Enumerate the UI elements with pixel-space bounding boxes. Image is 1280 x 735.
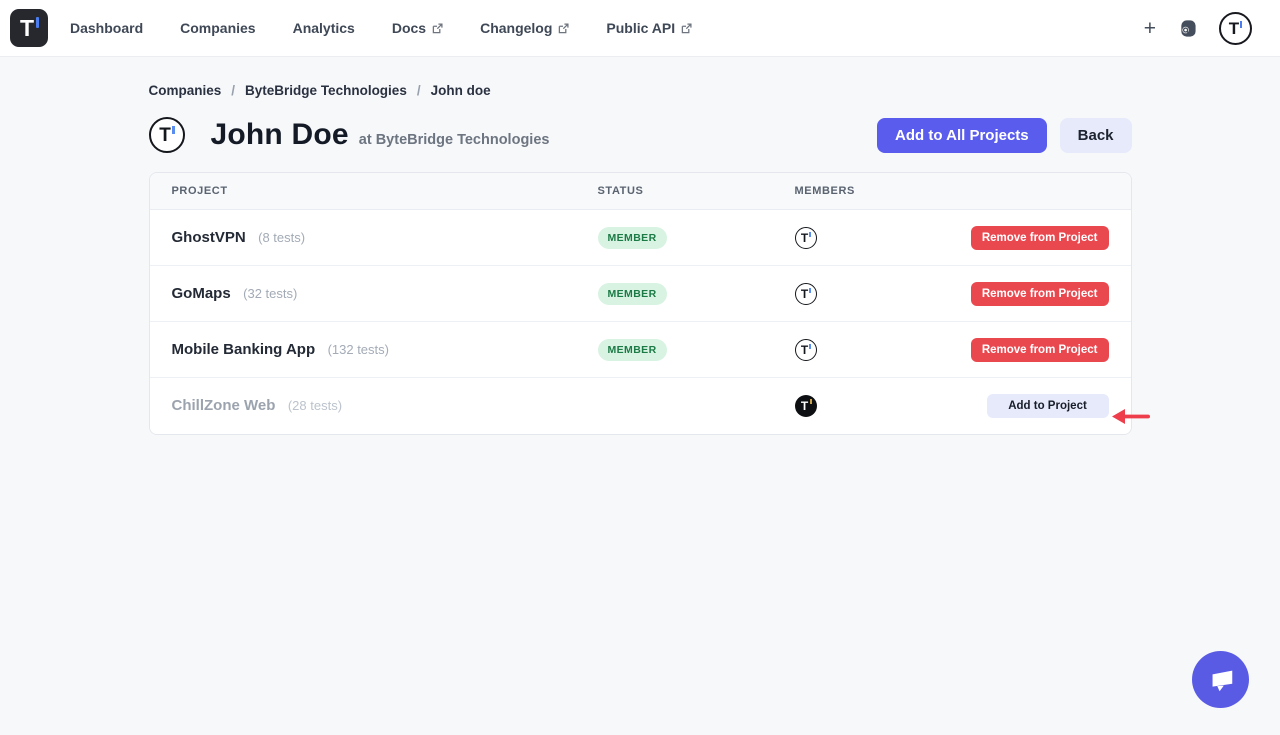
nav-link-public-api[interactable]: Public API bbox=[606, 20, 692, 36]
breadcrumb-item[interactable]: Companies bbox=[148, 83, 222, 98]
nav-link-label: Public API bbox=[606, 20, 676, 36]
chat-widget-button[interactable] bbox=[1192, 651, 1249, 708]
t-logo-icon: T bbox=[800, 230, 809, 245]
table-row: ChillZone Web (28 tests) T Add to Projec… bbox=[149, 378, 1131, 434]
app-logo[interactable]: T bbox=[10, 9, 48, 47]
annotation-arrow-left-icon bbox=[1112, 409, 1150, 424]
logo-accent bbox=[810, 399, 812, 404]
header-actions: Add to All Projects Back bbox=[877, 117, 1132, 153]
external-link-icon bbox=[432, 22, 443, 33]
chat-bubble-icon bbox=[1212, 670, 1232, 691]
t-logo-icon: T bbox=[1228, 18, 1240, 38]
nav-link-dashboard[interactable]: Dashboard bbox=[70, 20, 143, 36]
breadcrumb-item[interactable]: ByteBridge Technologies bbox=[245, 83, 407, 98]
project-name: ChillZone Web bbox=[171, 397, 276, 414]
status-badge: MEMBER bbox=[597, 226, 667, 249]
logo-accent bbox=[809, 287, 811, 293]
member-avatar[interactable]: T bbox=[794, 338, 817, 361]
table-row: GoMaps (32 tests) MEMBER T Remove from P… bbox=[149, 266, 1131, 322]
page-title: John Doe bbox=[210, 118, 349, 151]
nav-link-label: Companies bbox=[180, 20, 256, 36]
table-row: Mobile Banking App (132 tests) MEMBER T … bbox=[149, 322, 1131, 378]
column-header-project: PROJECT bbox=[171, 185, 228, 197]
search-review-icon[interactable] bbox=[1178, 19, 1197, 38]
member-avatar[interactable]: T bbox=[794, 395, 817, 417]
nav-right-actions: + T bbox=[1143, 11, 1264, 45]
breadcrumb: Companies / ByteBridge Technologies / John d… bbox=[149, 83, 1132, 98]
nav-link-analytics[interactable]: Analytics bbox=[293, 20, 355, 36]
breadcrumb-separator: / bbox=[231, 83, 236, 98]
table-body: GhostVPN (8 tests) MEMBER T Remove from … bbox=[149, 210, 1131, 434]
member-profile-avatar: T bbox=[148, 117, 185, 153]
nav-links: Dashboard Companies Analytics Docs Chang… bbox=[70, 20, 692, 36]
nav-link-label: Changelog bbox=[480, 20, 553, 36]
t-logo-icon: T bbox=[800, 399, 809, 413]
add-to-all-projects-button[interactable]: Add to All Projects bbox=[877, 117, 1047, 153]
nav-link-label: Dashboard bbox=[70, 20, 144, 36]
project-test-count: (28 tests) bbox=[287, 398, 343, 413]
page-header: T John Doe at ByteBridge Technologies Ad… bbox=[148, 117, 1132, 153]
t-logo-icon: T bbox=[19, 14, 35, 41]
main-content: Companies / ByteBridge Technologies / John d… bbox=[148, 83, 1132, 435]
project-name: GoMaps bbox=[171, 284, 231, 302]
nav-link-companies[interactable]: Companies bbox=[180, 20, 255, 36]
logo-accent bbox=[172, 126, 175, 134]
remove-from-project-button[interactable]: Remove from Project bbox=[970, 337, 1109, 362]
breadcrumb-separator: / bbox=[416, 83, 421, 98]
page-subtitle: at ByteBridge Technologies bbox=[358, 132, 550, 148]
logo-accent bbox=[1240, 20, 1242, 28]
status-badge: MEMBER bbox=[597, 282, 667, 305]
member-avatar[interactable]: T bbox=[794, 226, 817, 249]
breadcrumb-item: John doe bbox=[430, 83, 491, 98]
t-logo-icon: T bbox=[159, 124, 171, 146]
table-header: PROJECT STATUS MEMBERS bbox=[149, 173, 1131, 210]
projects-table-card: PROJECT STATUS MEMBERS GhostVPN (8 tests… bbox=[148, 172, 1132, 435]
nav-link-changelog[interactable]: Changelog bbox=[480, 20, 569, 36]
project-test-count: (132 tests) bbox=[327, 341, 389, 357]
nav-link-docs[interactable]: Docs bbox=[392, 20, 443, 36]
project-name: Mobile Banking App bbox=[171, 340, 316, 358]
remove-from-project-button[interactable]: Remove from Project bbox=[970, 281, 1109, 306]
external-link-icon bbox=[681, 22, 692, 33]
logo-accent bbox=[809, 231, 811, 237]
project-test-count: (8 tests) bbox=[258, 229, 306, 245]
status-badge: MEMBER bbox=[597, 338, 667, 361]
add-to-project-button[interactable]: Add to Project bbox=[986, 394, 1109, 418]
member-avatar[interactable]: T bbox=[794, 282, 817, 305]
t-logo-icon: T bbox=[800, 342, 809, 357]
user-avatar[interactable]: T bbox=[1219, 11, 1252, 45]
remove-from-project-button[interactable]: Remove from Project bbox=[970, 225, 1109, 250]
column-header-members: MEMBERS bbox=[794, 185, 855, 197]
nav-link-label: Analytics bbox=[292, 20, 355, 36]
top-navbar: T Dashboard Companies Analytics Docs Cha… bbox=[0, 0, 1280, 57]
external-link-icon bbox=[559, 22, 569, 33]
project-name: GhostVPN bbox=[171, 228, 246, 246]
column-header-status: STATUS bbox=[597, 185, 644, 197]
logo-accent bbox=[36, 17, 39, 28]
back-button[interactable]: Back bbox=[1059, 117, 1132, 153]
project-test-count: (32 tests) bbox=[243, 285, 298, 301]
plus-icon[interactable]: + bbox=[1143, 16, 1156, 40]
t-logo-icon: T bbox=[800, 286, 809, 301]
logo-accent bbox=[809, 343, 811, 349]
table-row: GhostVPN (8 tests) MEMBER T Remove from … bbox=[149, 210, 1131, 266]
nav-link-label: Docs bbox=[391, 20, 427, 36]
